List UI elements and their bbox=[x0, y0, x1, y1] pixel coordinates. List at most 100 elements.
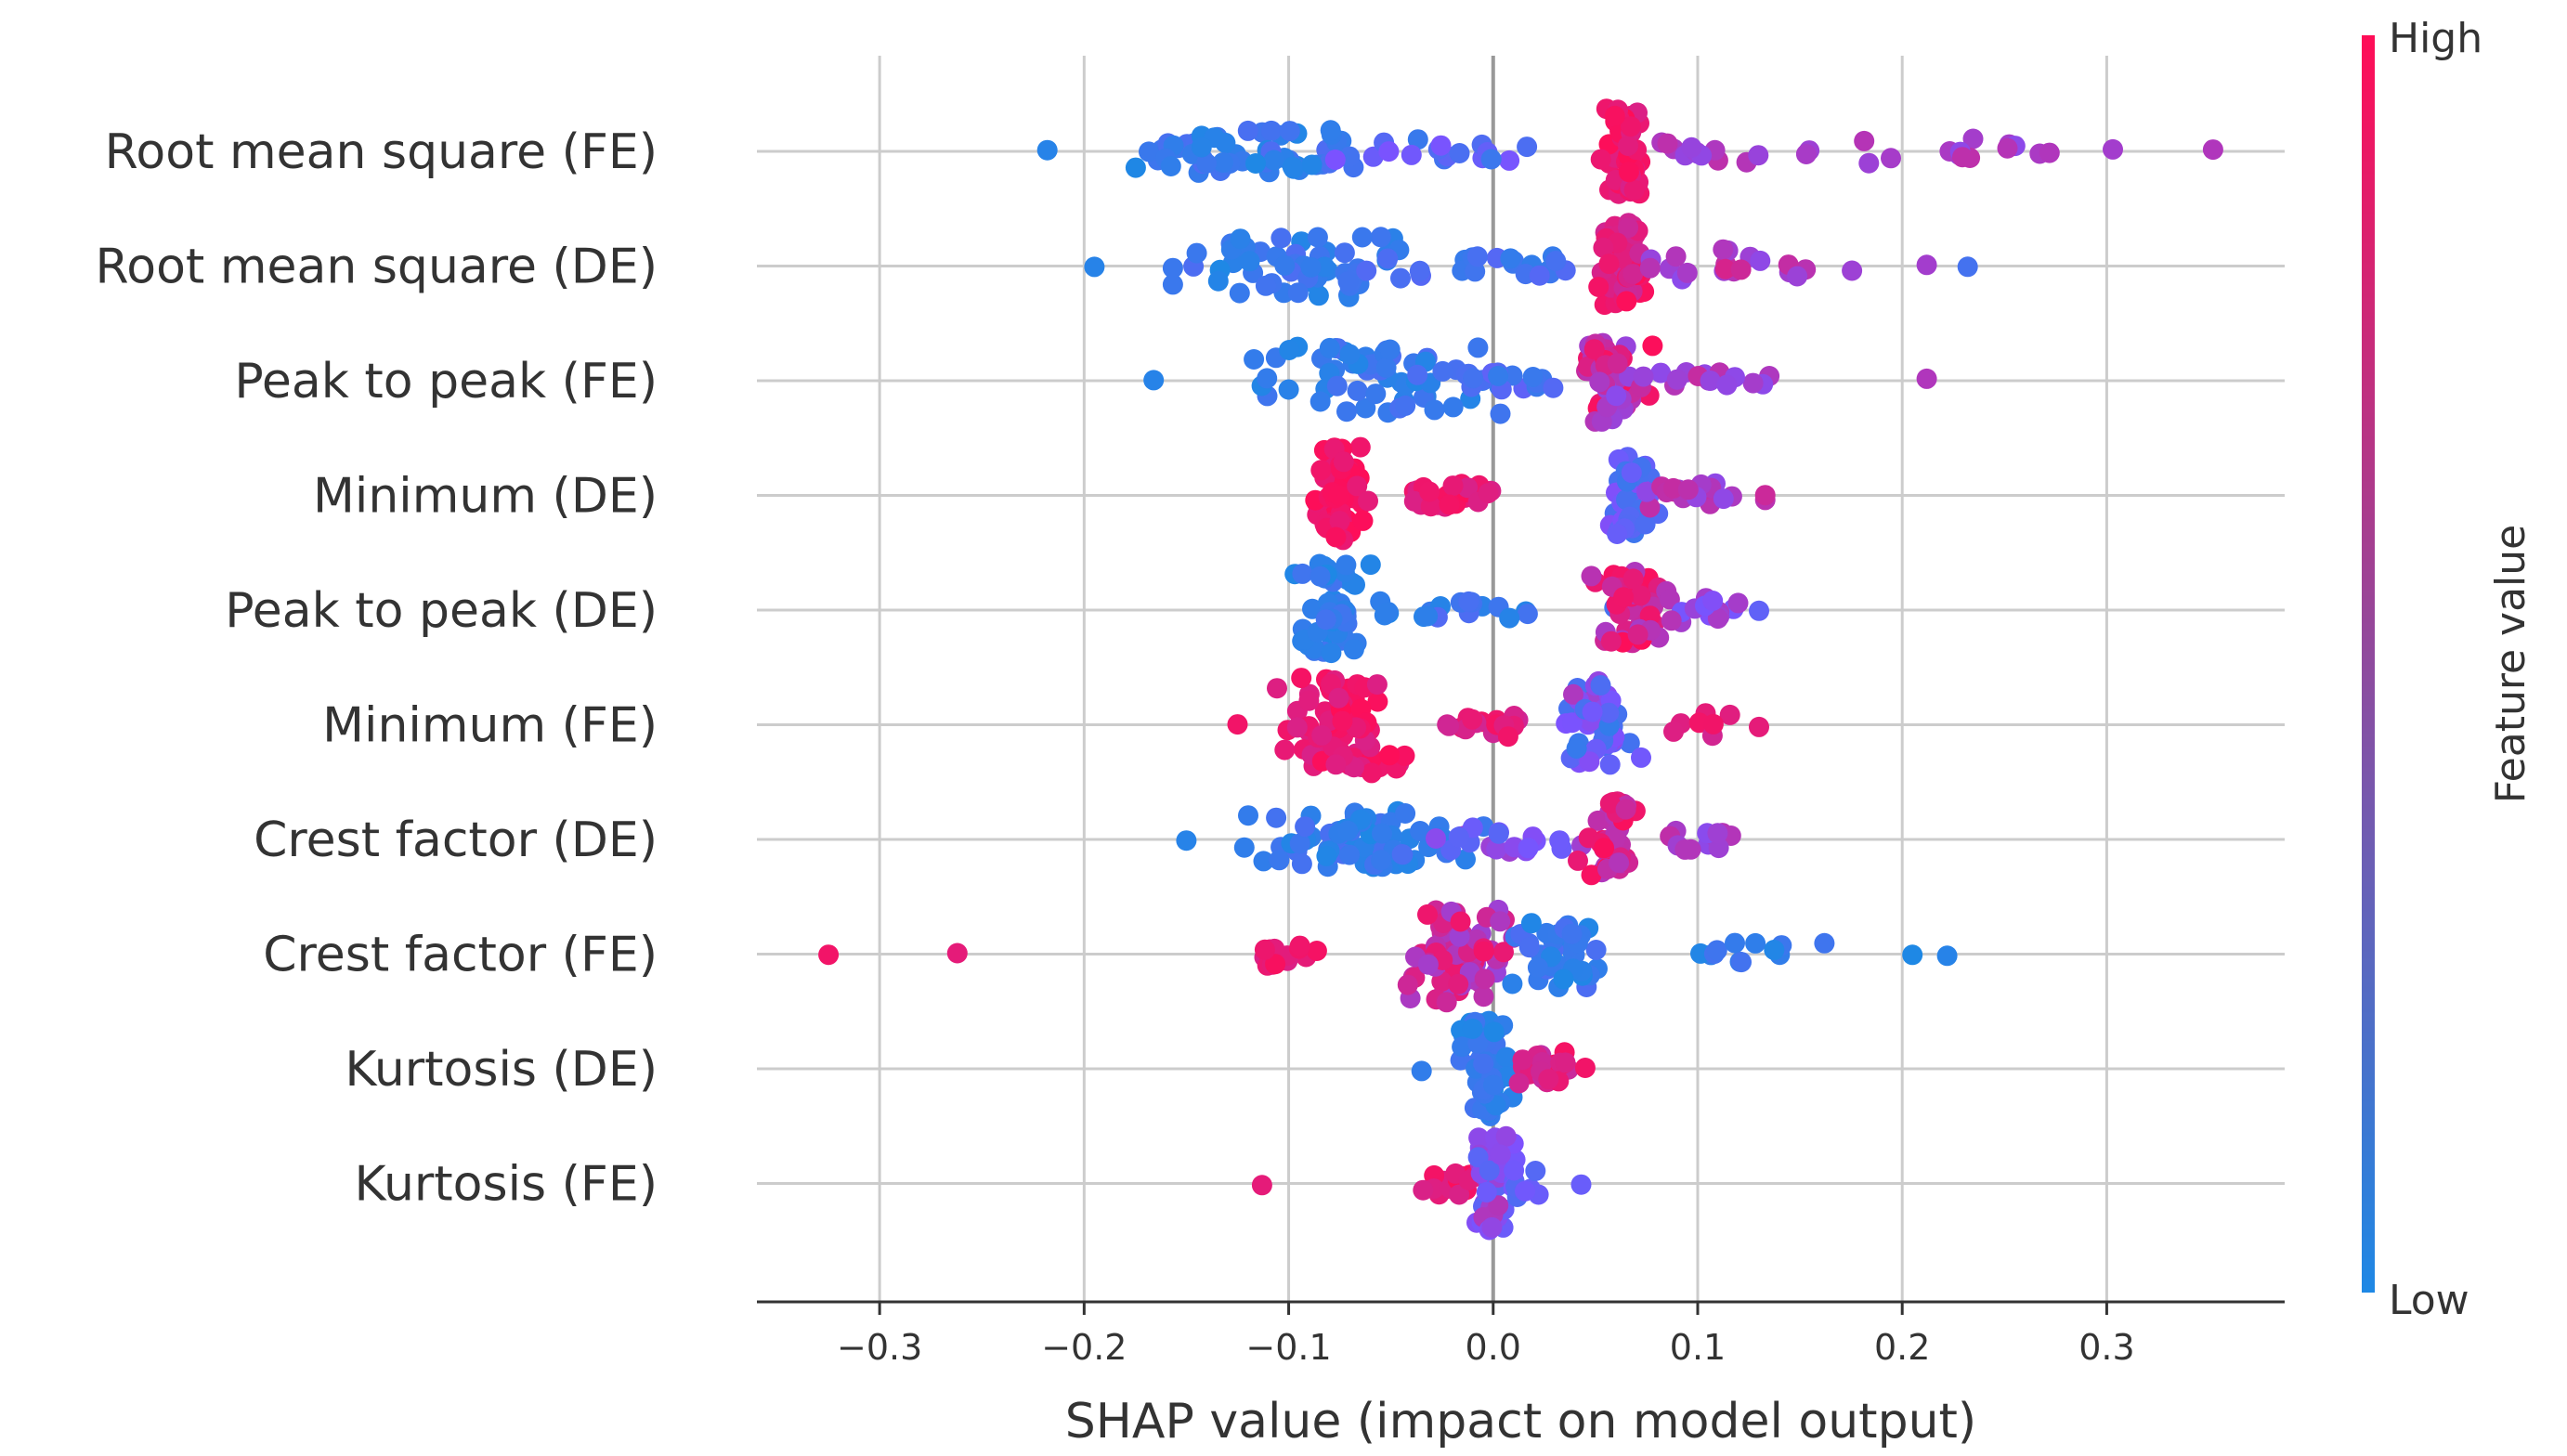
shap-dot bbox=[1289, 935, 1310, 956]
shap-dot bbox=[1730, 259, 1752, 280]
shap-dot bbox=[1633, 366, 1654, 387]
shap-dot bbox=[1424, 399, 1445, 421]
shap-dot bbox=[1858, 152, 1880, 174]
shap-dot bbox=[1604, 105, 1625, 126]
shap-dot bbox=[1616, 291, 1637, 312]
shap-dot bbox=[1588, 277, 1609, 297]
shap-dot bbox=[1952, 147, 1973, 168]
shap-dot bbox=[1254, 939, 1275, 960]
shap-dot bbox=[1902, 944, 1923, 966]
shap-dot bbox=[1430, 135, 1452, 156]
shap-dot bbox=[1483, 1074, 1504, 1096]
shap-dot bbox=[1488, 1195, 1509, 1216]
shap-dot bbox=[1663, 721, 1684, 742]
shap-dot bbox=[1298, 690, 1320, 711]
shap-dot bbox=[1084, 256, 1105, 278]
shap-dot bbox=[1238, 805, 1258, 826]
shap-dot bbox=[1462, 1018, 1483, 1039]
colorbar-title: Feature value bbox=[2487, 525, 2534, 803]
shap-dot bbox=[1731, 952, 1752, 973]
shap-dot bbox=[1574, 1058, 1596, 1078]
shap-dot bbox=[1599, 754, 1621, 775]
shap-dot bbox=[1361, 762, 1382, 784]
shap-dot bbox=[1282, 156, 1303, 177]
shap-dot bbox=[1301, 154, 1323, 176]
shap-dot bbox=[1620, 116, 1641, 137]
shap-dot bbox=[1561, 923, 1583, 944]
shap-dot bbox=[1749, 716, 1769, 737]
shap-dot bbox=[1499, 607, 1520, 629]
shap-dot bbox=[1529, 265, 1550, 286]
shap-dot bbox=[1476, 1181, 1497, 1202]
shap-dot bbox=[1274, 254, 1296, 276]
shap-dot bbox=[1639, 257, 1661, 279]
shap-dot bbox=[1349, 436, 1371, 458]
shap-dot bbox=[1316, 845, 1337, 866]
shap-dot bbox=[1196, 152, 1217, 174]
shap-dot bbox=[1622, 264, 1644, 285]
shap-dot bbox=[1395, 395, 1416, 416]
shap-dot bbox=[1814, 932, 1835, 954]
shap-dot bbox=[1583, 339, 1605, 360]
shap-dot bbox=[1379, 745, 1401, 766]
shap-dot bbox=[1419, 481, 1440, 502]
shap-dot bbox=[1449, 926, 1470, 947]
shap-dot bbox=[1618, 162, 1639, 183]
x-axis-title: SHAP value (impact on model output) bbox=[1065, 1394, 1976, 1450]
shap-dot bbox=[1439, 715, 1460, 736]
shap-dot bbox=[1452, 1036, 1473, 1058]
shap-dot bbox=[1681, 136, 1702, 158]
shap-dot bbox=[1707, 608, 1728, 630]
shap-dot bbox=[1162, 274, 1183, 295]
shap-dot bbox=[1328, 687, 1349, 708]
shap-dot bbox=[1676, 262, 1698, 283]
shap-dot bbox=[1321, 643, 1342, 664]
shap-dot bbox=[1490, 1144, 1511, 1165]
feature-label: Minimum (FE) bbox=[322, 698, 658, 754]
shap-dot bbox=[1343, 639, 1364, 660]
shap-dot bbox=[1436, 992, 1457, 1013]
shap-dot bbox=[1439, 494, 1460, 515]
shap-dot bbox=[1212, 152, 1233, 173]
shap-dot bbox=[1581, 864, 1602, 886]
shap-dot bbox=[1229, 282, 1250, 304]
shap-dot bbox=[1483, 1021, 1505, 1043]
shap-dot bbox=[1391, 844, 1413, 864]
shap-dot bbox=[1587, 810, 1609, 831]
shap-dot bbox=[1347, 380, 1368, 401]
shap-dot bbox=[1607, 524, 1628, 544]
colorbar-high-label: High bbox=[2389, 15, 2482, 62]
shap-dot bbox=[1520, 913, 1542, 934]
shap-dot bbox=[1334, 242, 1355, 264]
shap-dot bbox=[1207, 270, 1229, 292]
shap-dot bbox=[1515, 1180, 1535, 1202]
shap-dot bbox=[1319, 337, 1340, 358]
shap-dot bbox=[1764, 940, 1785, 960]
shap-dot bbox=[1310, 391, 1331, 412]
shap-dot bbox=[1622, 568, 1644, 590]
feature-label: Root mean square (FE) bbox=[105, 124, 658, 180]
shap-dot bbox=[1413, 1179, 1434, 1201]
x-tick-label: 0.3 bbox=[2078, 1327, 2134, 1368]
shap-dot bbox=[1462, 708, 1483, 730]
shap-dot bbox=[1468, 1127, 1490, 1149]
shap-dot bbox=[1508, 1072, 1530, 1094]
shap-dot bbox=[1474, 968, 1495, 990]
shap-dot bbox=[1555, 1052, 1576, 1073]
shap-dot bbox=[1417, 954, 1439, 975]
colorbar: High Low Feature value bbox=[2362, 15, 2534, 1324]
shap-dot bbox=[1713, 239, 1734, 260]
shap-dot bbox=[1279, 340, 1300, 360]
shap-dot bbox=[1263, 150, 1284, 171]
shap-dot bbox=[1295, 816, 1316, 838]
shap-dot bbox=[1160, 156, 1181, 176]
shap-dot bbox=[1450, 911, 1471, 932]
shap-dot bbox=[1325, 526, 1347, 548]
shap-dot bbox=[1618, 217, 1639, 239]
shap-dot bbox=[1585, 940, 1607, 960]
shap-dot bbox=[1328, 485, 1349, 506]
shap-dot bbox=[1607, 353, 1628, 374]
x-tick-label: 0.2 bbox=[1874, 1327, 1930, 1368]
shap-dot bbox=[1481, 1216, 1503, 1238]
x-tick-label: −0.1 bbox=[1245, 1327, 1331, 1368]
